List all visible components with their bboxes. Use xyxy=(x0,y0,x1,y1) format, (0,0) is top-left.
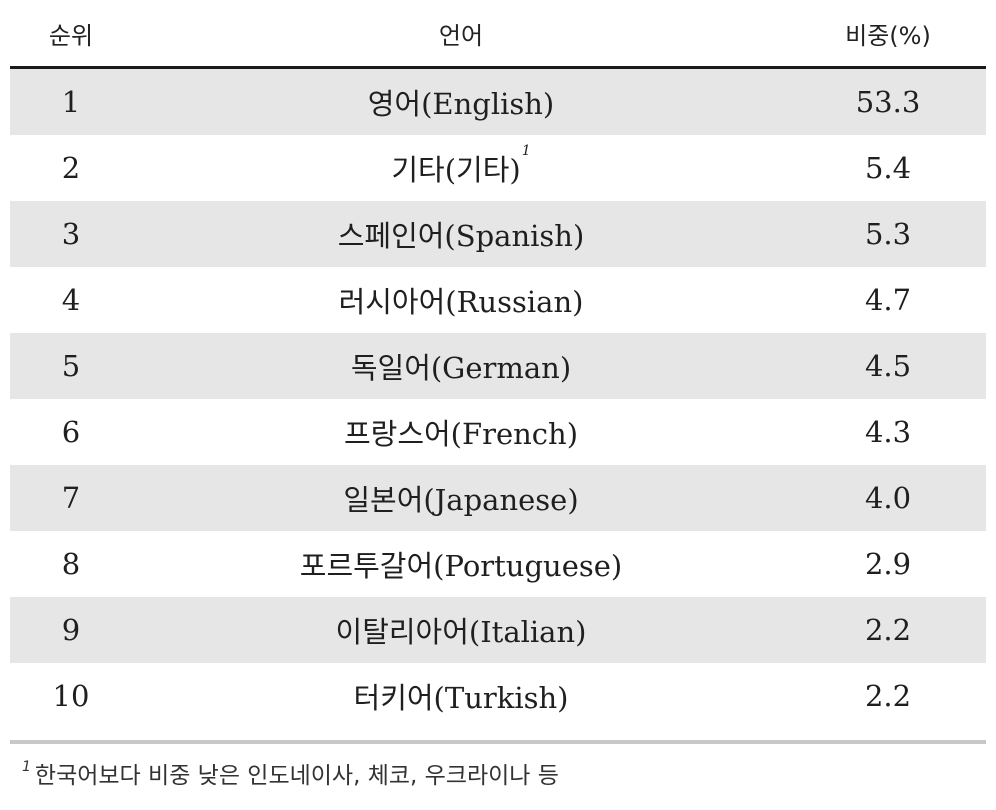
language-cell: 이탈리아어(Italian) xyxy=(335,615,587,649)
share-cell: 2.2 xyxy=(864,613,912,647)
rank-cell: 9 xyxy=(61,613,81,647)
share-cell: 4.0 xyxy=(864,481,912,515)
table-row: 9 이탈리아어(Italian) 2.2 xyxy=(10,597,986,663)
language-text: 기타(기타) xyxy=(391,153,521,187)
header-rank: 순위 xyxy=(48,21,94,50)
rank-cell: 10 xyxy=(52,679,90,713)
share-cell: 4.3 xyxy=(864,415,912,449)
language-share-table: 순위 언어 비중(%) 1 영어(English) 53.3 2 기타(기타)1… xyxy=(10,0,986,729)
language-cell: 터키어(Turkish) xyxy=(353,681,569,715)
rank-cell: 5 xyxy=(61,349,81,383)
footnote-mark: 1 xyxy=(22,759,31,775)
share-cell: 53.3 xyxy=(855,85,921,119)
language-cell: 영어(English) xyxy=(367,87,555,121)
language-cell: 일본어(Japanese) xyxy=(343,483,579,517)
language-cell: 독일어(German) xyxy=(350,351,572,385)
table-row: 1 영어(English) 53.3 xyxy=(10,69,986,135)
footnote-marker: 1 xyxy=(521,143,531,159)
language-cell: 러시아어(Russian) xyxy=(338,285,584,319)
footnote: 1 한국어보다 비중 낮은 인도네이사, 체코, 우크라이나 등 xyxy=(22,756,559,790)
language-cell: 기타(기타)1 xyxy=(132,143,790,189)
table-row: 2 기타(기타)1 5.4 xyxy=(10,135,986,201)
header-language: 언어 xyxy=(438,21,484,50)
table-row: 3 스페인어(Spanish) 5.3 xyxy=(10,201,986,267)
rank-cell: 7 xyxy=(61,481,81,515)
rank-cell: 8 xyxy=(61,547,81,581)
rank-cell: 3 xyxy=(61,217,81,251)
share-cell: 4.5 xyxy=(864,349,912,383)
table-row: 4 러시아어(Russian) 4.7 xyxy=(10,267,986,333)
table-row: 7 일본어(Japanese) 4.0 xyxy=(10,465,986,531)
table-row: 6 프랑스어(French) 4.3 xyxy=(10,399,986,465)
share-cell: 2.2 xyxy=(864,679,912,713)
table-row: 5 독일어(German) 4.5 xyxy=(10,333,986,399)
table-bottom-rule xyxy=(10,740,986,744)
table-row: 10 터키어(Turkish) 2.2 xyxy=(10,663,986,729)
footnote-text: 한국어보다 비중 낮은 인도네이사, 체코, 우크라이나 등 xyxy=(34,763,559,789)
language-cell: 스페인어(Spanish) xyxy=(337,219,585,253)
language-cell: 프랑스어(French) xyxy=(343,417,579,451)
share-cell: 5.4 xyxy=(864,151,912,185)
rank-cell: 2 xyxy=(61,151,81,185)
table-header: 순위 언어 비중(%) xyxy=(10,0,986,69)
share-cell: 2.9 xyxy=(864,547,912,581)
language-cell: 포르투갈어(Portuguese) xyxy=(299,549,623,583)
share-cell: 5.3 xyxy=(864,217,912,251)
table-row: 8 포르투갈어(Portuguese) 2.9 xyxy=(10,531,986,597)
rank-cell: 6 xyxy=(61,415,81,449)
rank-cell: 1 xyxy=(61,85,81,119)
rank-cell: 4 xyxy=(61,283,81,317)
header-share: 비중(%) xyxy=(845,21,931,50)
share-cell: 4.7 xyxy=(864,283,912,317)
